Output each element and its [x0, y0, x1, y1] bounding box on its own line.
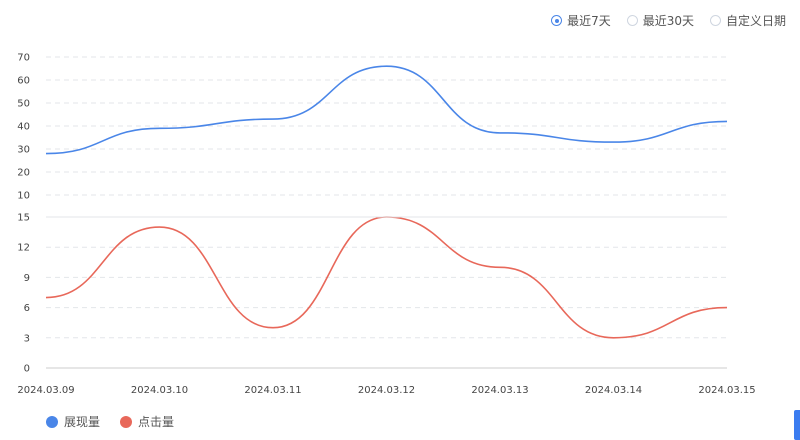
- legend-item-impressions[interactable]: 展现量: [46, 413, 100, 430]
- chart-legend: 展现量 点击量: [46, 413, 174, 430]
- range-option-30-days[interactable]: 最近30天: [626, 12, 694, 29]
- x-tick-label: 2024.03.10: [131, 385, 188, 396]
- x-tick-label: 2024.03.11: [244, 385, 301, 396]
- y-tick-label: 9: [24, 273, 30, 284]
- x-tick-label: 2024.03.14: [585, 385, 642, 396]
- x-tick-label: 2024.03.13: [471, 385, 528, 396]
- range-option-label: 最近7天: [567, 14, 611, 28]
- legend-marker-clicks: [120, 415, 133, 428]
- y-tick-label: 30: [17, 145, 30, 156]
- legend-item-clicks[interactable]: 点击量: [120, 413, 174, 430]
- y-tick-label: 0: [24, 364, 30, 375]
- legend-marker-impressions: [46, 415, 58, 428]
- y-tick-label: 40: [17, 122, 30, 133]
- y-tick-label: 6: [24, 303, 30, 314]
- y-tick-label: 3: [24, 333, 30, 344]
- range-option-custom-date[interactable]: 自定义日期: [709, 12, 786, 29]
- series-line-clicks: [45, 216, 728, 339]
- radio-selected-icon: [551, 15, 563, 26]
- range-option-label: 最近30天: [642, 14, 694, 28]
- y-tick-label: 10: [17, 191, 30, 202]
- y-tick-label: 15: [17, 213, 30, 224]
- series-line-impressions: [45, 65, 728, 155]
- range-option-7-days[interactable]: 最近7天: [551, 12, 611, 29]
- legend-label: 点击量: [138, 415, 175, 429]
- legend-label: 展现量: [64, 415, 101, 429]
- date-range-selector: 最近7天 最近30天 自定义日期: [551, 12, 786, 29]
- x-tick-label: 2024.03.12: [358, 385, 415, 396]
- x-tick-label: 2024.03.09: [17, 385, 74, 396]
- range-option-label: 自定义日期: [725, 14, 786, 28]
- y-tick-label: 60: [17, 76, 30, 87]
- y-tick-label: 12: [17, 243, 30, 254]
- radio-unselected-icon: [626, 15, 638, 26]
- radio-unselected-icon: [709, 15, 721, 26]
- x-tick-label: 2024.03.15: [698, 385, 755, 396]
- y-tick-label: 70: [17, 53, 30, 64]
- scroll-indicator[interactable]: [794, 410, 800, 440]
- y-tick-label: 50: [17, 99, 30, 110]
- y-tick-label: 20: [17, 168, 30, 179]
